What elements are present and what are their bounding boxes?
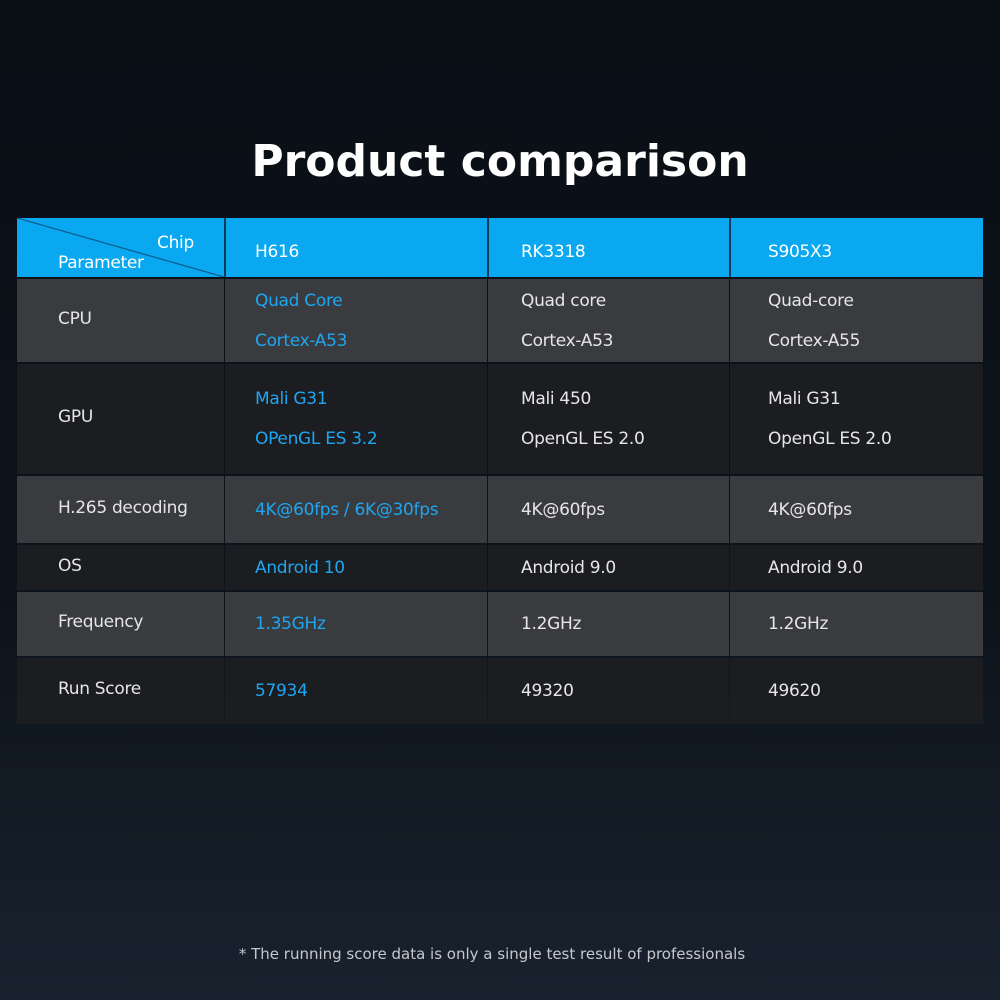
cell-text: Mali G31: [768, 389, 841, 409]
footnote: * The running score data is only a singl…: [238, 945, 746, 963]
row-label: H.265 decoding: [58, 497, 188, 518]
corner-top: Chip: [157, 233, 194, 253]
row-label: OS: [58, 555, 82, 576]
table-cell: [488, 658, 729, 724]
cell-text: OPenGL ES 3.2: [255, 429, 378, 449]
table-cell: [17, 658, 224, 724]
cell-text: Cortex-A53: [255, 330, 348, 351]
table-cell: [730, 476, 983, 543]
table-cell: [17, 545, 224, 590]
corner-diagonal: [17, 218, 225, 277]
row-label: CPU: [58, 308, 92, 329]
table-cell: [488, 279, 729, 362]
row-label: Run Score: [58, 679, 141, 699]
column-divider: [487, 218, 489, 277]
title: Product comparison: [251, 136, 749, 187]
cell-text: 49620: [768, 681, 821, 701]
table-cell: [225, 364, 487, 474]
table-cell: [730, 364, 983, 474]
header-row: [17, 218, 983, 277]
cell-text: Cortex-A55: [768, 330, 861, 351]
cell-text: 4K@60fps: [768, 499, 852, 520]
cell-text: 4K@60fps: [521, 499, 605, 520]
cell-text: Quad core: [521, 290, 606, 311]
cell-text: Mali G31: [255, 389, 328, 409]
cell-text: OpenGL ES 2.0: [521, 429, 645, 449]
table-cell: [488, 592, 729, 656]
table-cell: [488, 545, 729, 590]
column-header: H616: [255, 242, 300, 262]
cell-text: Android 10: [255, 557, 345, 578]
table-cell: [17, 592, 224, 656]
row-label: Frequency: [58, 612, 144, 632]
cell-text: Mali 450: [521, 389, 591, 409]
column-divider: [729, 218, 731, 277]
column-divider: [224, 218, 226, 277]
cell-text: 57934: [255, 681, 308, 701]
cell-text: Quad Core: [255, 290, 343, 311]
row-label: GPU: [58, 407, 93, 427]
column-header: S905X3: [768, 242, 832, 262]
cell-text: Android 9.0: [521, 557, 616, 578]
cell-text: 4K@60fps / 6K@30fps: [255, 499, 439, 520]
corner-bottom: Parameter: [58, 253, 144, 273]
table-cell: [225, 592, 487, 656]
cell-text: Quad-core: [768, 290, 854, 311]
cell-text: OpenGL ES 2.0: [768, 429, 892, 449]
table-cell: [225, 545, 487, 590]
cell-text: 1.2GHz: [521, 614, 582, 634]
cell-text: 1.2GHz: [768, 614, 829, 634]
table-cell: [17, 279, 224, 362]
table-cell: [730, 279, 983, 362]
table-cell: [730, 592, 983, 656]
table-cell: [730, 658, 983, 724]
table-cell: [225, 658, 487, 724]
cell-text: 1.35GHz: [255, 614, 326, 634]
column-header: RK3318: [521, 242, 586, 262]
table-cell: [488, 476, 729, 543]
table-cell: [730, 545, 983, 590]
table-cell: [17, 476, 224, 543]
table-cell: [17, 364, 224, 474]
table-cell: [225, 476, 487, 543]
cell-text: 49320: [521, 681, 574, 701]
cell-text: Cortex-A53: [521, 330, 614, 351]
cell-text: Android 9.0: [768, 557, 863, 578]
table-cell: [488, 364, 729, 474]
table-cell: [225, 279, 487, 362]
diagonal-line: [17, 218, 225, 277]
